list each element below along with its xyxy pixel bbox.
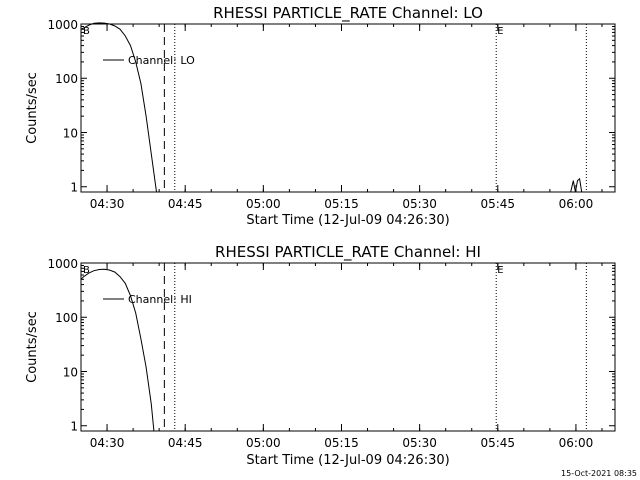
x-tick-label: 04:30 — [90, 197, 125, 211]
legend: Channel: LO — [103, 54, 195, 67]
x-tick-label: 04:30 — [90, 436, 125, 450]
footer-timestamp: 15-Oct-2021 08:35 — [561, 469, 637, 478]
chart-panel-hi: RHESSI PARTICLE_RATE Channel: HI Counts/… — [25, 243, 616, 468]
chart-panel-lo: RHESSI PARTICLE_RATE Channel: LO Counts/… — [25, 4, 616, 228]
y-ticks: 1 10 100 1000 — [47, 257, 615, 434]
event-marker-e: E — [497, 26, 503, 37]
event-marker-b: B — [83, 26, 90, 37]
series-line — [570, 177, 583, 193]
y-tick-label: 10 — [63, 365, 78, 379]
y-axis-label: Counts/sec — [25, 311, 40, 383]
x-tick-label: 05:15 — [324, 436, 359, 450]
plot-frame — [80, 23, 616, 193]
x-axis-label: Start Time (12-Jul-09 04:26:30) — [246, 213, 449, 228]
chart-title: RHESSI PARTICLE_RATE Channel: HI — [215, 243, 481, 262]
x-tick-label: 05:00 — [246, 436, 281, 450]
series-line — [80, 268, 155, 432]
series-line — [80, 22, 157, 193]
series-group — [80, 268, 155, 432]
y-tick-label: 1000 — [47, 257, 78, 271]
x-tick-label: 06:00 — [559, 436, 594, 450]
y-tick-label: 100 — [55, 311, 78, 325]
x-axis-label: Start Time (12-Jul-09 04:26:30) — [246, 453, 449, 468]
legend-label: Channel: LO — [128, 54, 195, 67]
x-tick-label: 05:30 — [402, 436, 437, 450]
y-tick-label: 1 — [70, 420, 78, 434]
chart-title: RHESSI PARTICLE_RATE Channel: LO — [213, 4, 483, 23]
x-tick-label: 05:45 — [480, 436, 515, 450]
x-tick-label: 04:45 — [168, 436, 203, 450]
x-tick-label: 06:00 — [559, 197, 594, 211]
event-lines — [163, 24, 587, 192]
x-tick-label: 05:45 — [480, 197, 515, 211]
x-tick-label: 05:30 — [402, 197, 437, 211]
series-group — [80, 22, 583, 193]
y-tick-label: 10 — [63, 126, 78, 140]
x-tick-label: 04:45 — [168, 197, 203, 211]
legend: Channel: HI — [103, 293, 192, 306]
x-tick-label: 05:00 — [246, 197, 281, 211]
plot-frame — [80, 262, 616, 432]
y-tick-label: 1 — [70, 181, 78, 195]
event-marker-b: B — [83, 265, 90, 276]
x-ticks: 04:30 04:45 05:00 05:15 05:30 05:45 06:00 — [80, 24, 603, 211]
event-marker-e: E — [497, 265, 503, 276]
x-ticks: 04:30 04:45 05:00 05:15 05:30 05:45 06:00 — [80, 263, 603, 450]
legend-label: Channel: HI — [128, 293, 192, 306]
y-ticks: 1 10 100 1000 — [47, 18, 615, 195]
x-tick-label: 05:15 — [324, 197, 359, 211]
y-axis-label: Counts/sec — [25, 72, 40, 144]
y-tick-label: 100 — [55, 72, 78, 86]
event-lines — [163, 263, 587, 431]
y-tick-label: 1000 — [47, 18, 78, 32]
